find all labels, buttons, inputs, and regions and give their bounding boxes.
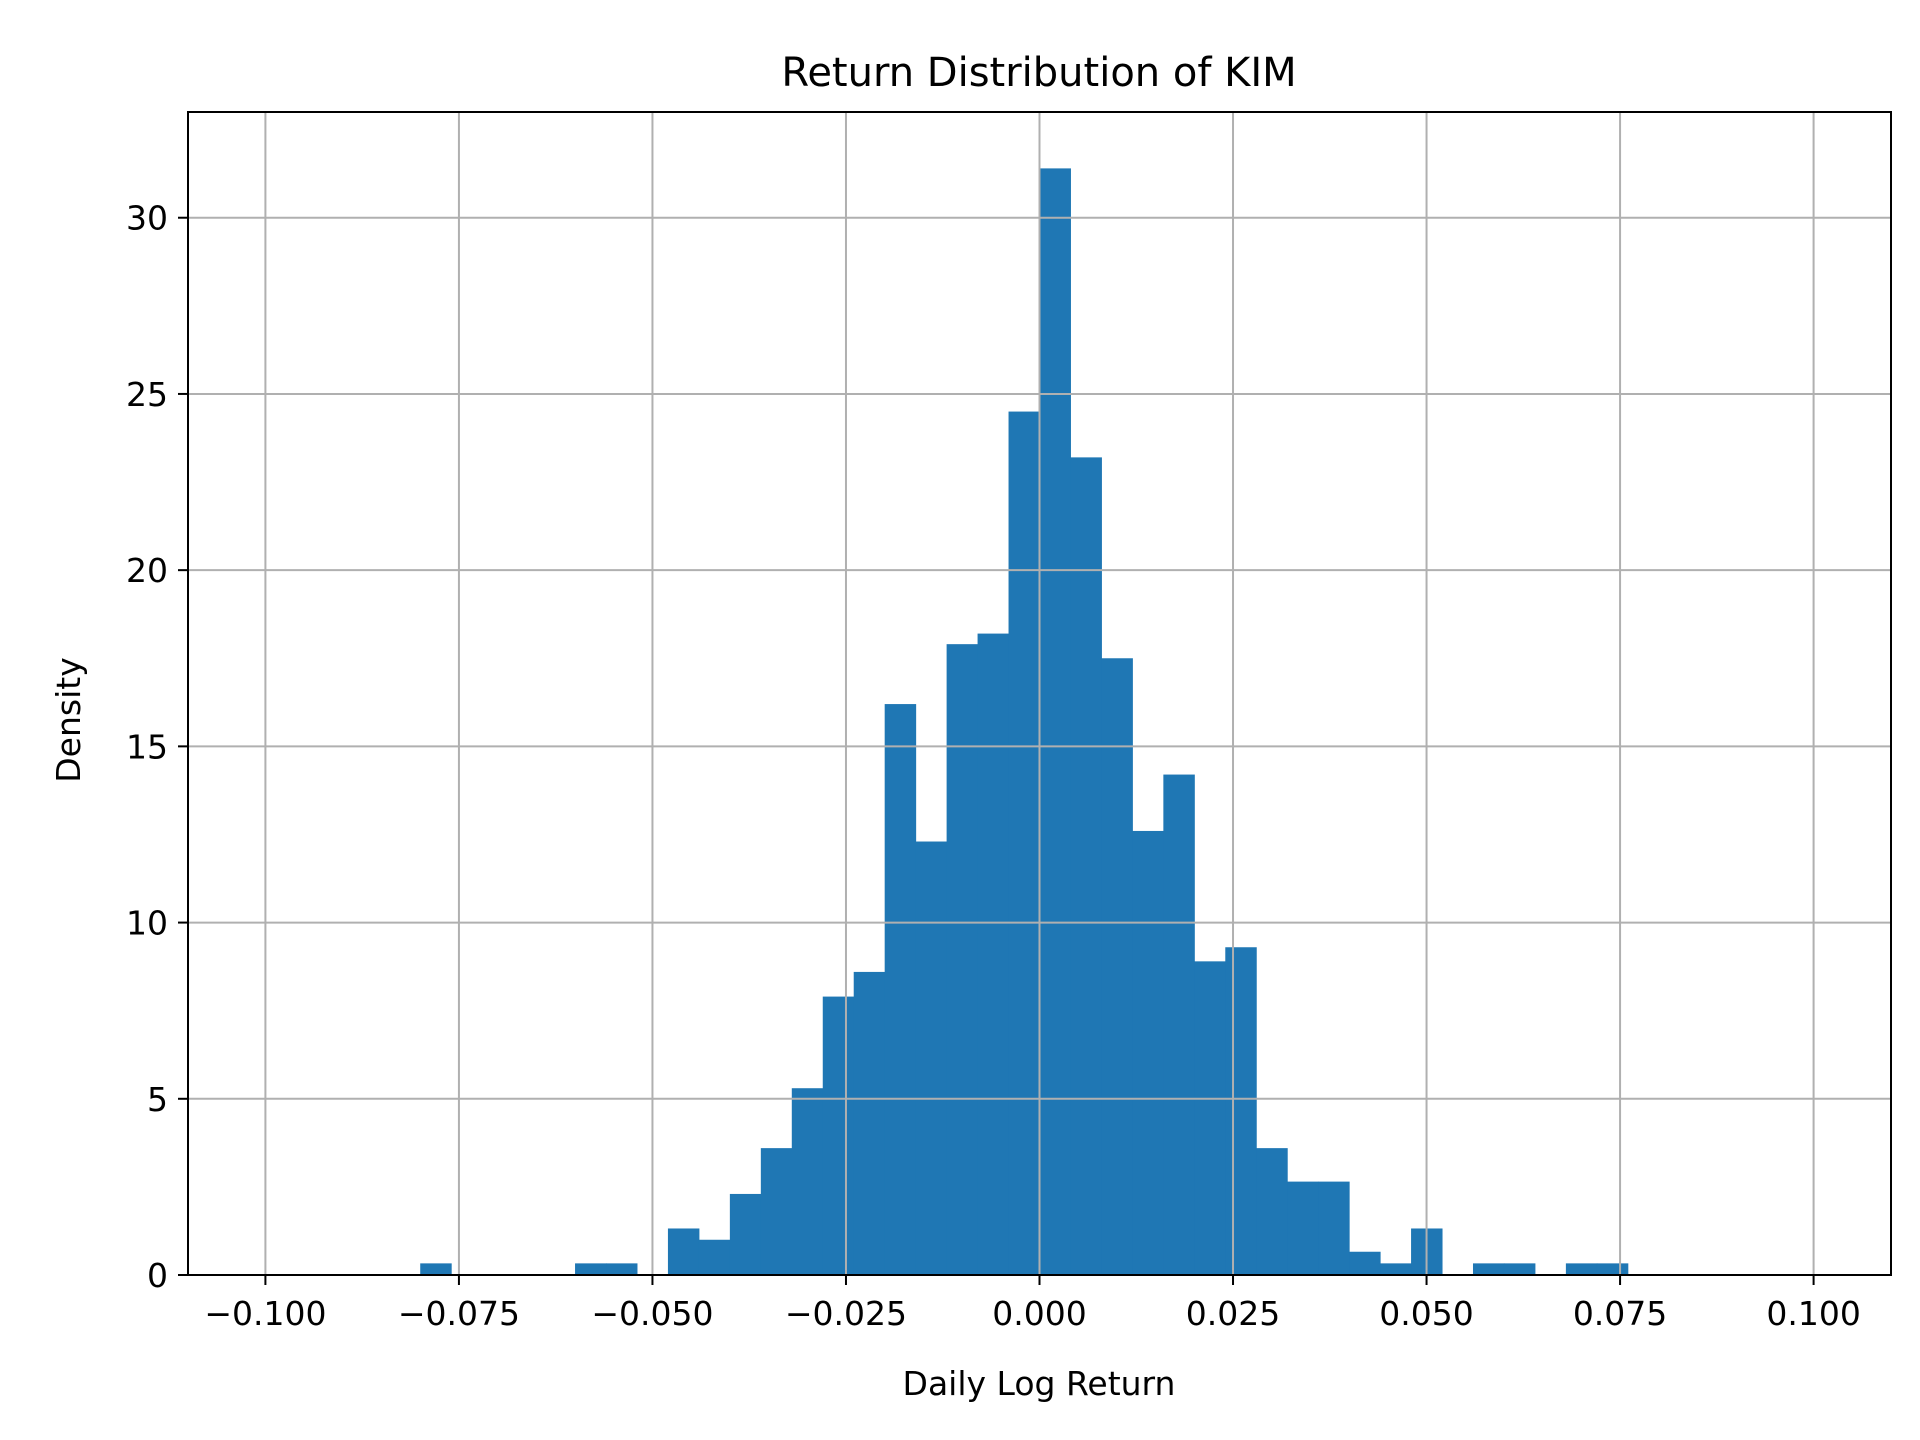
histogram-bar — [1194, 961, 1226, 1275]
y-tick-label: 30 — [126, 199, 168, 238]
histogram-bar — [1256, 1148, 1288, 1275]
histogram-bar — [760, 1148, 793, 1275]
x-tick-label: 0.000 — [992, 1294, 1086, 1333]
x-tick-label: −0.050 — [591, 1294, 713, 1333]
histogram-bar — [791, 1088, 824, 1275]
x-tick-label: 0.075 — [1573, 1294, 1667, 1333]
histogram-bar — [1101, 658, 1133, 1275]
histogram-bars — [420, 168, 1629, 1276]
histogram-bar — [698, 1239, 731, 1275]
histogram-bar — [1318, 1181, 1350, 1275]
histogram-bar — [915, 841, 948, 1275]
y-axis-label: Density — [49, 657, 88, 782]
x-tick-label: 0.025 — [1186, 1294, 1280, 1333]
histogram-bar — [1287, 1181, 1319, 1275]
histogram-bar — [853, 971, 886, 1275]
y-tick-label: 10 — [126, 904, 168, 943]
x-tick-label: 0.100 — [1766, 1294, 1860, 1333]
y-tick-label: 20 — [126, 551, 168, 590]
histogram-bar — [1070, 457, 1102, 1276]
histogram-bar — [1132, 830, 1164, 1275]
histogram-bar — [1596, 1263, 1629, 1275]
histogram-bar — [1225, 947, 1257, 1275]
histogram-bar — [884, 704, 917, 1275]
histogram-bar — [729, 1193, 762, 1275]
x-tick-label: −0.025 — [785, 1294, 907, 1333]
x-tick-label: −0.075 — [398, 1294, 520, 1333]
x-tick-label: 0.050 — [1379, 1294, 1473, 1333]
histogram-bar — [1039, 168, 1071, 1275]
histogram-bar — [1472, 1263, 1505, 1275]
histogram-bar — [1349, 1251, 1381, 1275]
histogram-bar — [1503, 1263, 1536, 1275]
histogram-bar — [1008, 411, 1040, 1275]
x-axis-label: Daily Log Return — [903, 1364, 1176, 1403]
histogram-bar — [575, 1263, 607, 1275]
histogram-bar — [606, 1263, 638, 1275]
gridlines — [188, 112, 1891, 1276]
histogram-bar — [1565, 1263, 1598, 1275]
histogram-bar — [1380, 1263, 1412, 1275]
histogram-bar — [420, 1263, 452, 1275]
histogram-bar — [946, 644, 979, 1275]
histogram-bar — [667, 1228, 700, 1275]
y-tick-label: 25 — [126, 375, 168, 414]
histogram-bar — [1163, 774, 1195, 1275]
y-tick-label: 15 — [126, 727, 168, 766]
x-tick-label: −0.100 — [204, 1294, 326, 1333]
y-tick-label: 5 — [147, 1080, 168, 1119]
chart-title: Return Distribution of KIM — [781, 50, 1296, 96]
histogram-bar — [977, 633, 1010, 1275]
histogram-bar — [822, 996, 855, 1275]
plot-area: −0.100 −0.075 −0.050 −0.025 0.000 0.025 0.050 0… — [126, 111, 1892, 1333]
y-tick-label: 0 — [147, 1256, 168, 1295]
